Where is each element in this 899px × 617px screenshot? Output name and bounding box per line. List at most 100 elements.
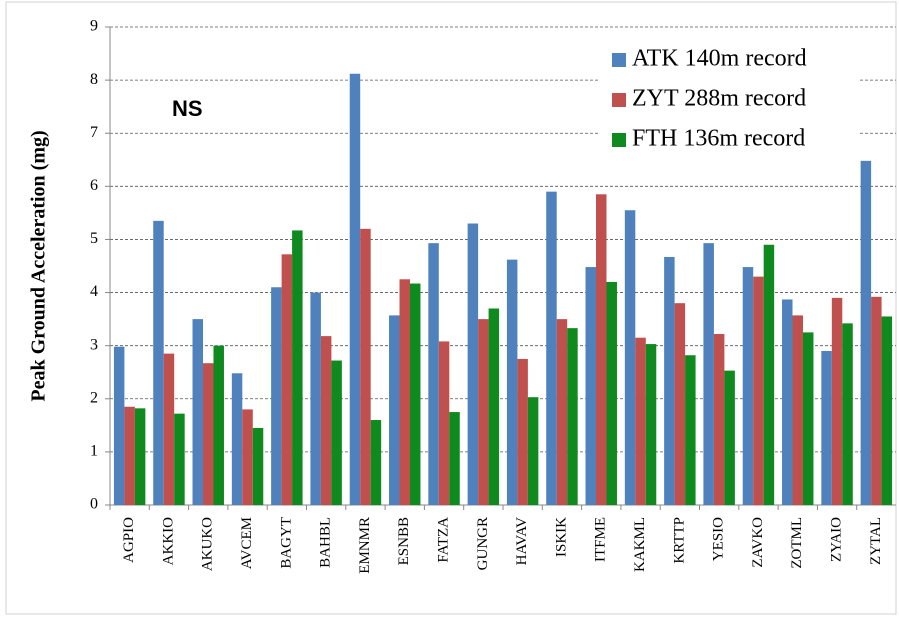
bar	[113, 346, 125, 505]
legend-swatch	[612, 133, 626, 147]
bar	[831, 297, 843, 505]
bar	[792, 315, 803, 505]
x-tick-label: YESIO	[711, 517, 727, 561]
bar	[292, 230, 303, 505]
bar	[389, 315, 400, 505]
bar	[320, 336, 332, 505]
bar	[370, 420, 382, 505]
bar	[449, 412, 460, 505]
bar	[703, 243, 714, 505]
y-tick-label: 4	[90, 283, 98, 300]
bar	[645, 344, 657, 505]
x-tick-label: ZYAIO	[828, 517, 844, 562]
legend-label: ATK 140m record	[632, 46, 807, 72]
bar	[567, 328, 578, 505]
bar	[753, 276, 764, 505]
bar	[635, 337, 646, 505]
bar	[674, 303, 686, 505]
x-tick-label: BAHBL	[318, 517, 334, 568]
bar	[517, 358, 528, 505]
y-tick-label: 5	[90, 230, 98, 247]
x-tick-label: KAKML	[632, 517, 648, 572]
bar	[360, 228, 371, 506]
y-tick-label: 2	[90, 389, 98, 406]
bar	[664, 256, 675, 505]
bar	[231, 373, 243, 505]
x-tick-label: ZYTAL	[868, 517, 884, 565]
bar	[546, 191, 557, 505]
bar	[742, 267, 754, 505]
bar	[438, 341, 450, 505]
legend-label: FTH 136m record	[632, 126, 805, 152]
bar	[399, 279, 410, 505]
bar	[242, 409, 253, 505]
y-tick-label: 9	[90, 18, 98, 35]
bar	[478, 319, 489, 505]
bar	[556, 319, 568, 505]
bar	[213, 345, 224, 505]
bar	[713, 333, 725, 505]
y-tick-label: 0	[90, 496, 98, 513]
bar	[606, 281, 617, 505]
x-tick-label: AKKIO	[160, 517, 176, 565]
x-tick-label: ITFME	[593, 517, 609, 562]
bar	[596, 194, 607, 506]
bar	[203, 363, 214, 505]
y-tick-label: 1	[90, 443, 98, 460]
bar	[163, 353, 175, 505]
x-tick-label: EMNMR	[357, 517, 373, 574]
legend-box	[598, 36, 860, 160]
bar	[281, 254, 293, 505]
x-tick-label: AKUKO	[200, 517, 216, 571]
y-tick-label: 3	[90, 336, 98, 353]
x-tick-label: HAVAV	[514, 517, 530, 566]
bar	[331, 360, 342, 505]
bar	[624, 210, 636, 505]
x-tick-label: FATZA	[435, 517, 451, 563]
bar	[506, 259, 518, 505]
bar	[174, 413, 185, 505]
bar	[763, 244, 775, 505]
bar	[527, 397, 539, 505]
bar	[585, 267, 597, 505]
bar	[134, 408, 146, 505]
bar	[802, 332, 814, 505]
x-tick-label: AVCEM	[239, 517, 255, 569]
bar	[153, 220, 164, 505]
bar	[842, 323, 853, 505]
x-tick-label: GUNGR	[475, 517, 491, 570]
bar	[271, 287, 282, 505]
bar	[724, 370, 735, 505]
bar	[124, 406, 135, 505]
y-tick-label: 7	[90, 124, 98, 141]
legend-swatch	[612, 93, 626, 107]
bar	[488, 308, 500, 505]
x-tick-label: ISKIK	[553, 517, 569, 557]
bar	[252, 427, 264, 505]
bar	[467, 223, 479, 505]
legend-label: ZYT 288m record	[632, 86, 806, 112]
bar	[192, 319, 204, 505]
bar	[881, 316, 893, 505]
bar	[821, 350, 832, 505]
x-tick-label: ZAVKO	[750, 517, 766, 568]
bar	[871, 296, 882, 505]
legend-swatch	[612, 53, 626, 67]
bar	[409, 283, 421, 505]
y-tick-label: 6	[90, 177, 98, 194]
x-tick-label: AGPIO	[121, 517, 137, 563]
bar	[310, 292, 321, 505]
bar	[428, 243, 439, 505]
y-tick-label: 8	[90, 71, 98, 88]
bar	[349, 73, 361, 505]
bar	[685, 355, 696, 505]
annotation: NS	[172, 96, 203, 121]
y-axis-title: Peak Ground Acceleration (mg)	[28, 130, 50, 401]
x-tick-label: BAGYT	[278, 517, 294, 569]
bar	[860, 160, 872, 505]
x-tick-label: ZOTML	[789, 517, 805, 569]
bar	[782, 299, 793, 505]
x-tick-label: ESNBB	[396, 517, 412, 565]
x-tick-label: KRTTP	[671, 517, 687, 564]
